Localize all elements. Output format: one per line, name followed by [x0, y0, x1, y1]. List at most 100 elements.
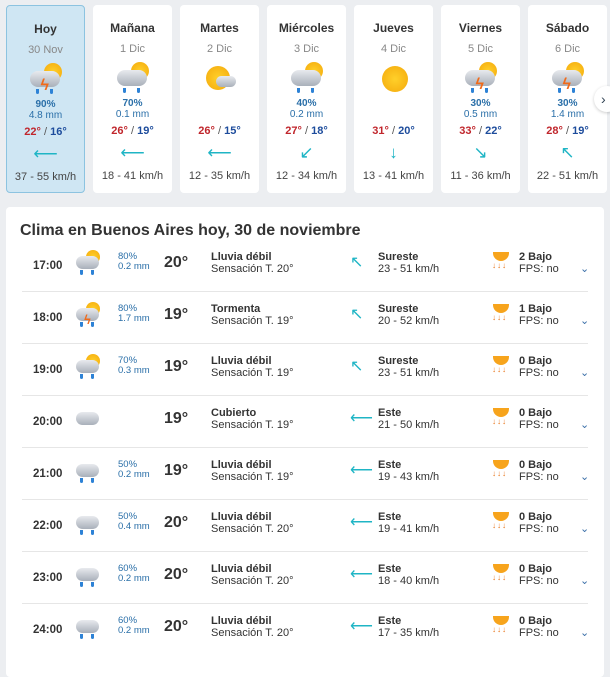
uv-index: 1 Bajo FPS: no [519, 303, 559, 327]
temperature-range: 31° / 20° [372, 125, 415, 137]
fps-label: FPS: no [519, 263, 559, 275]
wind-southeast-icon: ↖ [560, 143, 575, 162]
precip-probability: 80% [118, 251, 138, 262]
chevron-down-icon[interactable]: ⌄ [580, 627, 590, 639]
wind-direction: Sureste [378, 251, 419, 263]
wind-speed: 12 - 35 km/h [188, 170, 251, 182]
day-date: 1 Dic [119, 43, 146, 55]
condition: Lluvia débil Sensación T. 20° [211, 511, 293, 535]
precip-probability: 30% [557, 98, 578, 109]
temperature: 19° [164, 306, 189, 323]
wind-speed: 19 - 43 km/h [378, 471, 440, 483]
wind-east-icon: ⟵ [33, 144, 58, 163]
fps-label: FPS: no [519, 315, 559, 327]
day-name: Viernes [458, 21, 503, 35]
condition-label: Lluvia débil [211, 355, 272, 367]
temperature-range: 22° / 16° [24, 126, 67, 138]
fps-label: FPS: no [519, 575, 559, 587]
cloudrain-weather-icon [74, 614, 102, 642]
chevron-down-icon[interactable]: ⌄ [580, 471, 590, 483]
wind-direction: Este [378, 407, 402, 419]
hour-time: 19:00 [33, 364, 63, 376]
wind-speed: 13 - 41 km/h [362, 170, 425, 182]
hour-time: 22:00 [33, 520, 63, 532]
hour-time: 24:00 [33, 624, 63, 636]
wind-east-icon: ⟵ [120, 143, 145, 162]
rain-weather-icon [289, 62, 325, 96]
precipitation: 60% 0.2 mm [118, 616, 150, 636]
precip-probability [180, 98, 259, 109]
day-card[interactable]: Viernes 5 Dic ϟ 30% 0.5 mm 33° / 22° ↘ 1… [441, 5, 520, 193]
uv-index: 0 Bajo FPS: no [519, 407, 559, 431]
wind-speed: 22 - 51 km/h [536, 170, 599, 182]
precipitation: 60% 0.2 mm [118, 564, 150, 584]
day-card[interactable]: Hoy 30 Nov ϟ 90% 4.8 mm 22° / 16° ⟵ 37 -… [6, 5, 85, 193]
precip-amount: 0.2 mm [118, 573, 150, 584]
hour-row[interactable]: 19:00 70% 0.3 mm 19° Lluvia débil Sensació… [22, 344, 590, 396]
cloudrain-weather-icon [74, 458, 102, 486]
day-card[interactable]: Jueves 4 Dic 31° / 20° ↓ 13 - 41 km/h [354, 5, 433, 193]
wind-speed: 12 - 34 km/h [275, 170, 338, 182]
wind: Sureste 23 - 51 km/h [378, 251, 439, 275]
sun-weather-icon [376, 62, 412, 96]
uv-sun-icon: ↓↓↓ [492, 355, 510, 377]
min-temp: 20° [398, 125, 415, 137]
condition: Lluvia débil Sensación T. 20° [211, 563, 293, 587]
day-date: 6 Dic [554, 43, 581, 55]
day-card[interactable]: Sábado 6 Dic ϟ 30% 1.4 mm 28° / 19° ↖ 22… [528, 5, 607, 193]
precip-probability: 60% [118, 563, 138, 574]
storm-weather-icon: ϟ [74, 302, 102, 330]
temperature: 19° [164, 410, 189, 427]
fps-label: FPS: no [519, 523, 559, 535]
day-card[interactable]: Mañana 1 Dic 70% 0.1 mm 26° / 19° ⟵ 18 -… [93, 5, 172, 193]
precip-amount: 0.2 mm [118, 261, 150, 272]
precip-probability: 70% [122, 98, 143, 109]
chevron-down-icon[interactable]: ⌄ [580, 315, 590, 327]
hour-row[interactable]: 24:00 60% 0.2 mm 20° Lluvia débil Sensació… [22, 604, 590, 656]
condition: Tormenta Sensación T. 19° [211, 303, 293, 327]
uv-sun-icon: ↓↓↓ [492, 303, 510, 325]
uv-level: 2 Bajo [519, 251, 553, 263]
precip-probability: 40% [296, 98, 317, 109]
rain-weather-icon [74, 250, 102, 278]
uv-sun-icon: ↓↓↓ [492, 511, 510, 533]
min-temp: 19° [572, 125, 589, 137]
rain-weather-icon [115, 62, 151, 96]
wind-direction-icon: ⟵ [350, 566, 373, 583]
condition: Lluvia débil Sensación T. 19° [211, 459, 293, 483]
chevron-down-icon[interactable]: ⌄ [580, 263, 590, 275]
wind-speed: 37 - 55 km/h [14, 171, 77, 183]
chevron-down-icon[interactable]: ⌄ [580, 523, 590, 535]
precip-amount: 0.2 mm [118, 469, 150, 480]
precip-probability: 60% [118, 615, 138, 626]
chevron-down-icon[interactable]: ⌄ [580, 367, 590, 379]
precip-amount: 0.3 mm [118, 365, 150, 376]
day-name: Martes [200, 21, 239, 35]
precip-probability: 30% [470, 98, 491, 109]
hour-row[interactable]: 23:00 60% 0.2 mm 20° Lluvia débil Sensació… [22, 552, 590, 604]
day-date: 3 Dic [293, 43, 320, 55]
hour-row[interactable]: 17:00 80% 0.2 mm 20° Lluvia débil Sensació… [22, 240, 590, 292]
condition-label: Tormenta [211, 303, 261, 315]
next-days-button[interactable]: › [594, 86, 610, 112]
hour-row[interactable]: 18:00 ϟ 80% 1.7 mm 19° Tormenta Sensación … [22, 292, 590, 344]
uv-index: 0 Bajo FPS: no [519, 563, 559, 587]
condition: Cubierto Sensación T. 19° [211, 407, 293, 431]
hour-row[interactable]: 20:00 19° Cubierto Sensación T. 19° ⟵ Est… [22, 396, 590, 448]
feels-like: Sensación T. 20° [211, 627, 294, 639]
chevron-down-icon[interactable]: ⌄ [580, 419, 590, 431]
hour-row[interactable]: 22:00 50% 0.4 mm 20° Lluvia débil Sensació… [22, 500, 590, 552]
hourly-panel: Clima en Buenos Aires hoy, 30 de noviemb… [6, 207, 604, 677]
min-temp: 19° [137, 125, 154, 137]
precipitation: 80% 1.7 mm [118, 304, 150, 324]
uv-level: 0 Bajo [519, 563, 553, 575]
temperature-range: 27° / 18° [285, 125, 328, 137]
chevron-down-icon[interactable]: ⌄ [580, 575, 590, 587]
hour-row[interactable]: 21:00 50% 0.2 mm 19° Lluvia débil Sensació… [22, 448, 590, 500]
wind: Sureste 20 - 52 km/h [378, 303, 439, 327]
min-temp: 22° [485, 125, 502, 137]
day-card[interactable]: Martes 2 Dic 26° / 15° ⟵ 12 - 35 km/h [180, 5, 259, 193]
day-card[interactable]: Miércoles 3 Dic 40% 0.2 mm 27° / 18° ↙ 1… [267, 5, 346, 193]
precip-probability: 90% [35, 99, 56, 110]
wind-direction: Este [378, 563, 402, 575]
